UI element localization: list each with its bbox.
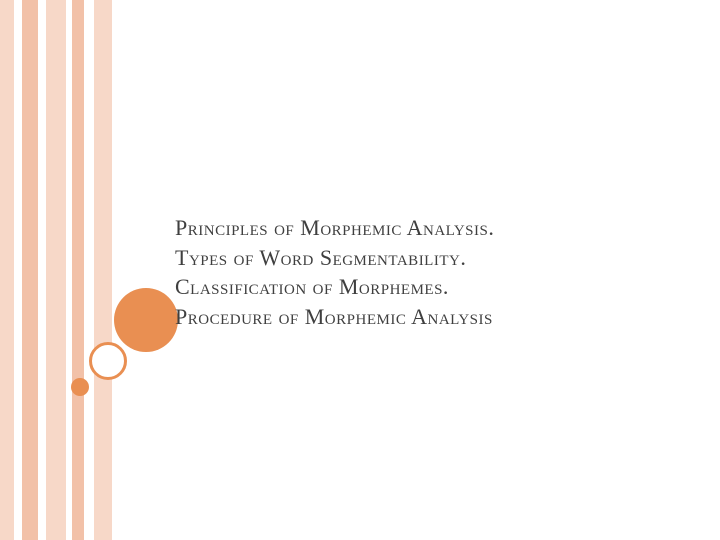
title-line-4: Procedure of Morphemic Analysis [175,302,675,332]
stripe [84,0,94,540]
slide-title: Principles of Morphemic Analysis. Types … [175,213,675,332]
stripe [22,0,38,540]
left-stripe-pattern [0,0,120,540]
stripe [38,0,46,540]
stripe [72,0,84,540]
stripe [94,0,112,540]
title-line-3: Classification of Morphemes. [175,272,675,302]
decorative-circle [114,288,178,352]
decorative-circle [89,342,127,380]
decorative-circle [71,378,89,396]
title-line-1: Principles of Morphemic Analysis. [175,213,675,243]
title-line-2: Types of Word Segmentability. [175,243,675,273]
stripe [14,0,22,540]
stripe [46,0,66,540]
stripe [0,0,14,540]
